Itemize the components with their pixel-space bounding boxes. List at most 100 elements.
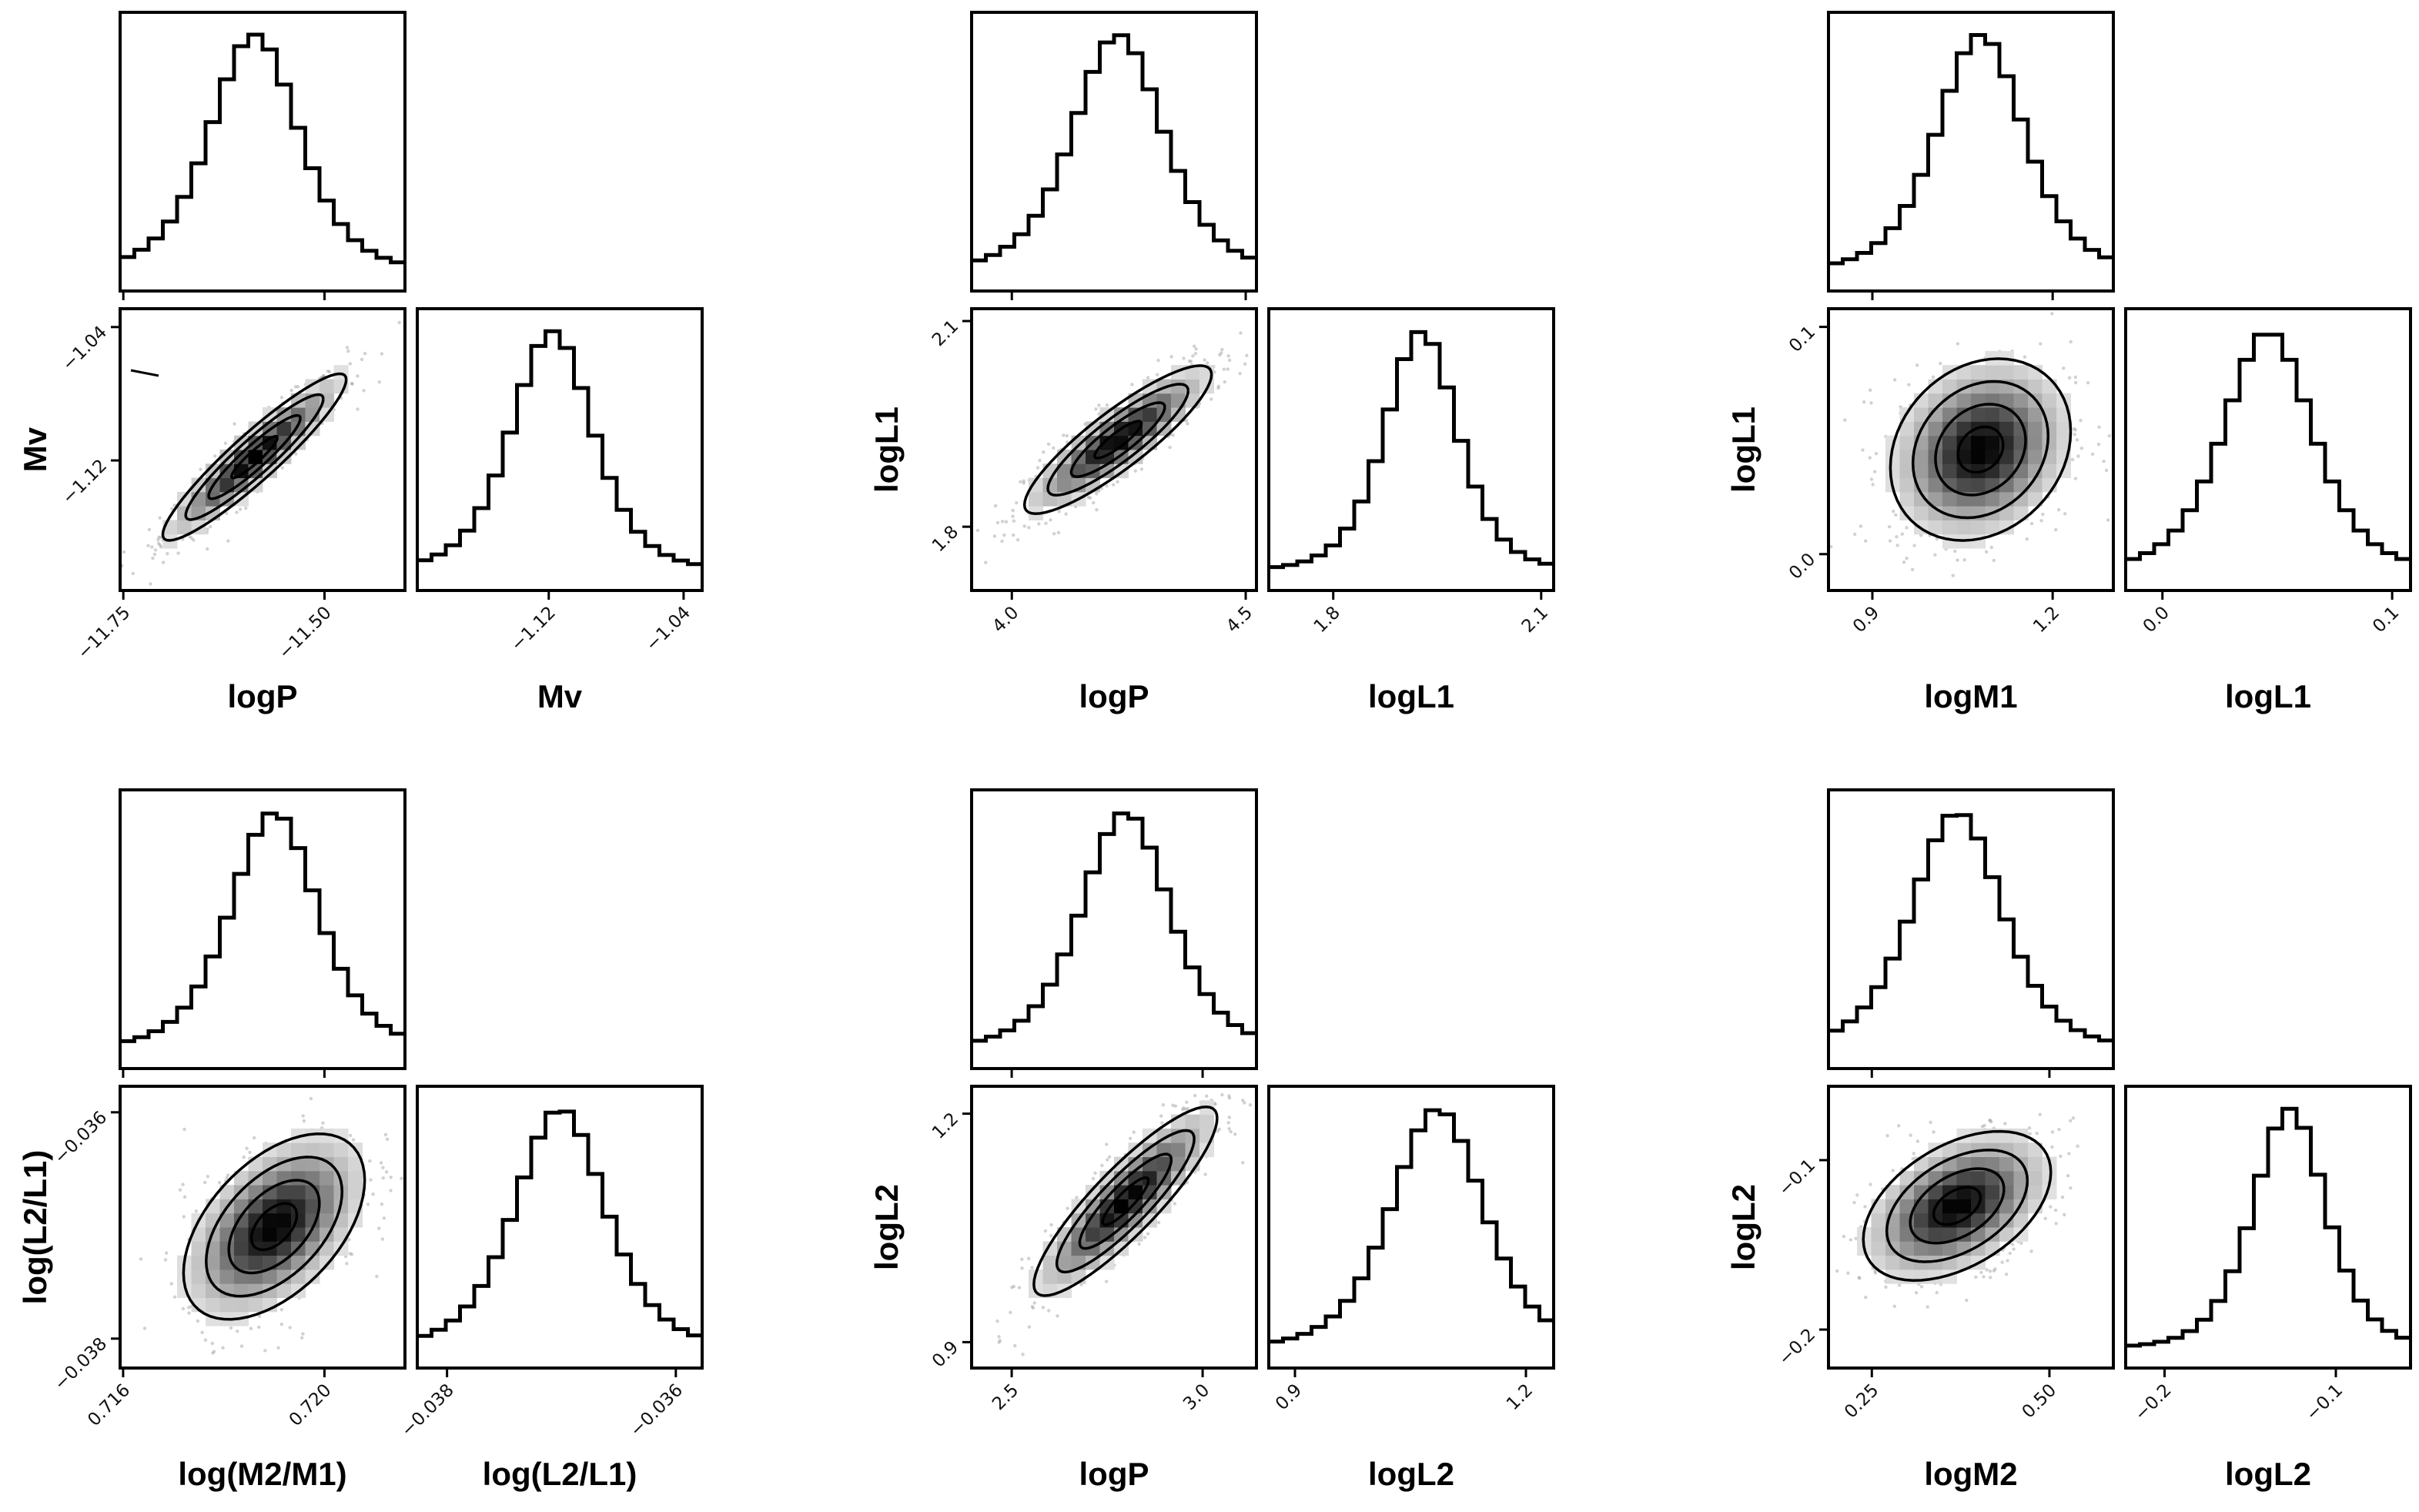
density-bin [1928, 421, 1943, 437]
density-bin [1985, 491, 2000, 507]
scatter-point [1857, 1276, 1861, 1280]
scatter-point [301, 1114, 305, 1118]
scatter-point [992, 534, 997, 538]
scatter-point [139, 1257, 143, 1261]
density-panel-frame [119, 307, 407, 592]
density-bin [276, 1199, 292, 1214]
scatter-point [356, 374, 360, 378]
scatter-point [1852, 1200, 1856, 1205]
scatter-point [280, 466, 284, 470]
scatter-point [345, 346, 350, 350]
scatter-point [1139, 467, 1144, 471]
scatter-point [1863, 1205, 1867, 1209]
scatter-point [383, 1132, 388, 1137]
density-bin [1999, 393, 2014, 408]
y-tick-label: 0.9 [928, 1337, 962, 1371]
y-tick-label: −0.1 [1775, 1156, 1819, 1200]
scatter-point [1156, 1220, 1161, 1225]
scatter-point [1011, 514, 1015, 518]
density-bin [1914, 407, 1929, 422]
density-contour [1101, 1176, 1150, 1226]
scatter-point [2067, 376, 2072, 380]
scatter-point [350, 382, 354, 386]
scatter-point [1032, 1301, 1036, 1305]
density-bin [191, 477, 206, 493]
scatter-point [1231, 1072, 1234, 1075]
scatter-point [1872, 470, 1877, 473]
scatter-point [1956, 342, 1960, 346]
scatter-point [182, 1215, 186, 1219]
density-bin [1042, 1269, 1058, 1284]
y-hist-axis-label: Mv [537, 678, 583, 714]
scatter-point [1156, 358, 1160, 363]
scatter-point [1217, 1127, 1221, 1131]
scatter-point [1227, 358, 1232, 363]
y-hist-tick-label: 0.1 [2369, 603, 2403, 637]
scatter-point [1062, 433, 1066, 437]
scatter-point [1241, 1161, 1245, 1165]
scatter-point [2076, 454, 2080, 458]
density-bin [305, 1156, 320, 1172]
density-bin [1114, 1199, 1129, 1214]
scatter-point [2019, 1241, 2023, 1245]
scatter-point [380, 352, 384, 356]
scatter-point [326, 370, 330, 373]
scatter-point [1105, 403, 1109, 407]
scatter-point [2057, 1127, 2061, 1132]
density-bin [291, 1227, 306, 1242]
scatter-point [2097, 425, 2101, 430]
y-tick-label: −0.038 [51, 1334, 112, 1395]
density-bin [1928, 1227, 1943, 1242]
density-bin [1942, 393, 1957, 408]
scatter-point [1905, 557, 1909, 560]
y-tick-label: 2.1 [928, 316, 962, 350]
y-histogram-frame [1267, 307, 1555, 592]
scatter-point [1933, 553, 1937, 557]
x-tick-label: 0.25 [1841, 1380, 1883, 1423]
scatter-point [1000, 539, 1004, 544]
density-bin [2013, 1170, 2029, 1186]
scatter-point [1887, 525, 1892, 529]
density-bin [1143, 407, 1157, 422]
scatter-point [239, 1344, 244, 1348]
scatter-point [2073, 380, 2078, 385]
x-marginal-histogram [120, 811, 405, 1043]
scatter-point [1171, 1103, 1175, 1107]
density-bin [1942, 1199, 1957, 1214]
density-contour [1069, 401, 1166, 478]
scatter-point [1218, 353, 1222, 357]
scatter-point [157, 535, 161, 539]
scatter-point [1030, 1304, 1034, 1309]
scatter-point [1239, 331, 1243, 335]
density-bin [1128, 421, 1143, 437]
y-hist-tick-label: −0.036 [626, 1380, 687, 1441]
scatter-point [1223, 380, 1226, 384]
density-bin [1956, 477, 1972, 493]
scatter-point [1932, 591, 1935, 594]
scatter-point [1210, 397, 1213, 401]
scatter-point [309, 1096, 313, 1101]
scatter-point [1270, 1106, 1273, 1109]
scatter-point [1216, 1129, 1220, 1133]
scatter-point [400, 1176, 403, 1180]
scatter-point [217, 1180, 222, 1185]
density-bin [1942, 435, 1957, 450]
scatter-point [1992, 1269, 1996, 1273]
density-bin [1899, 435, 1915, 450]
scatter-point [163, 1258, 168, 1262]
y-histogram-frame [2124, 307, 2412, 592]
scatter-point [1935, 1290, 1939, 1295]
scatter-point [1227, 1094, 1231, 1098]
scatter-point [1093, 1171, 1097, 1175]
scatter-point [363, 351, 367, 356]
scatter-point [212, 454, 217, 458]
density-bin [234, 450, 249, 464]
y-hist-tick-label: −1.12 [507, 603, 560, 655]
scatter-point [170, 507, 174, 511]
scatter-point [1931, 375, 1936, 380]
density-bin [1114, 435, 1129, 450]
corner-plot-3: 0.9 1.2 0.0 0.0 0.1 0.1 logM1 logL1 logL1 [1725, 11, 2412, 714]
density-bin [276, 1227, 292, 1242]
density-bin [219, 1185, 235, 1199]
density-bin [219, 477, 235, 493]
